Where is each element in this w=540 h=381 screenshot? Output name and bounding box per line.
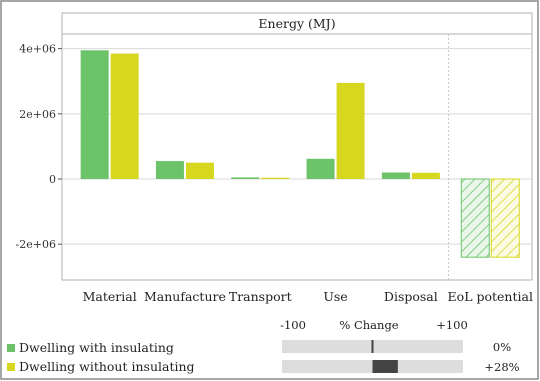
bar-material-series-0 [80, 50, 109, 179]
x-axis: Material Manufacture Transport Use Disposal E… [83, 289, 533, 304]
y-axis: -2e+06 0 2e+06 4e+06 [16, 43, 62, 251]
legend-label-with-insulating: Dwelling with insulating [19, 340, 174, 355]
bar-disposal-series-1 [411, 172, 440, 179]
bar-use-series-0 [306, 158, 335, 179]
category-label: EoL potential [448, 289, 533, 304]
category-label: Material [83, 289, 137, 304]
gridlines [62, 34, 532, 280]
bars [80, 50, 520, 258]
y-tick-label: -2e+06 [16, 238, 56, 251]
change-bar-without-insulating [372, 360, 398, 373]
bar-use-series-1 [336, 82, 365, 179]
bar-eol-potential-series-1 [490, 178, 520, 258]
plot-area [61, 33, 533, 281]
change-min-label: -100 [280, 318, 306, 332]
legend-label-without-insulating: Dwelling without insulating [19, 359, 195, 374]
legend-swatch-with-insulating [7, 344, 15, 352]
y-tick-label: 0 [49, 173, 56, 186]
bar-material-series-1 [110, 53, 139, 179]
category-label: Disposal [384, 289, 438, 304]
bar-transport-series-1 [261, 177, 290, 179]
bar-disposal-series-0 [381, 172, 410, 179]
category-label: Use [323, 289, 347, 304]
chart-title: Energy (MJ) [258, 16, 335, 31]
bar-transport-series-0 [231, 177, 260, 179]
title-strip [61, 12, 533, 35]
percent-change-scale: -100 % Change +100 0% +28% [280, 318, 520, 374]
legend: Dwelling with insulating Dwelling withou… [7, 340, 195, 374]
legend-swatch-without-insulating [7, 363, 15, 371]
change-bar-with-insulating [371, 340, 374, 353]
change-max-label: +100 [436, 318, 468, 332]
change-value-with-insulating: 0% [493, 340, 511, 354]
y-tick-label: 2e+06 [19, 108, 56, 121]
category-label: Transport [229, 289, 292, 304]
change-axis-label: % Change [339, 318, 398, 332]
bar-eol-potential-series-0 [460, 178, 490, 258]
y-tick-label: 4e+06 [19, 43, 56, 56]
bar-manufacture-series-1 [185, 162, 214, 179]
category-label: Manufacture [144, 289, 226, 304]
bar-manufacture-series-0 [155, 161, 184, 179]
change-value-without-insulating: +28% [484, 360, 519, 374]
